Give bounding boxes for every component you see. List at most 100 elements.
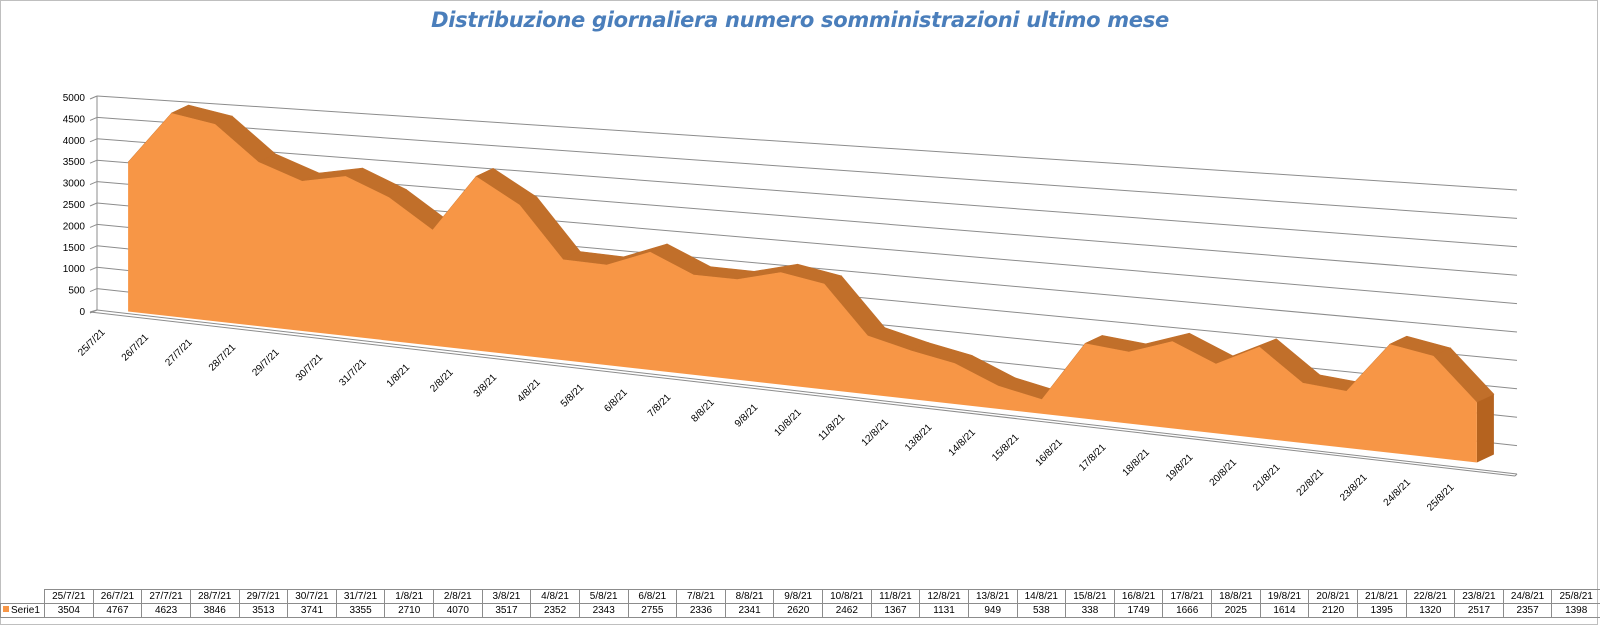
y-tick-label: 500 bbox=[68, 286, 85, 297]
data-point bbox=[693, 274, 695, 276]
data-table-date-cell: 29/7/21 bbox=[238, 589, 289, 604]
y-tick-label: 4500 bbox=[63, 114, 86, 125]
data-table-date-cell: 8/8/21 bbox=[724, 589, 775, 604]
data-table-value-cell: 1395 bbox=[1356, 603, 1407, 618]
data-table-value-cell: 1614 bbox=[1259, 603, 1310, 618]
y-tick-mark bbox=[89, 181, 98, 186]
data-table-date-cell: 4/8/21 bbox=[530, 589, 580, 604]
data-table-value-cell: 3846 bbox=[189, 603, 240, 618]
data-table-value-cell: 2357 bbox=[1502, 603, 1553, 618]
x-tick-label: 10/8/21 bbox=[772, 407, 804, 439]
data-table-value-cell: 1131 bbox=[919, 603, 969, 618]
x-tick-label: 28/7/21 bbox=[207, 342, 239, 374]
gridline bbox=[96, 95, 1518, 191]
y-tick-mark bbox=[89, 202, 98, 207]
data-table-value-cell: 3504 bbox=[44, 603, 94, 618]
chart-plot-area: 0 500 1000 1500 2000 2500 3000 3500 4000 4500 5000… bbox=[63, 93, 1518, 514]
y-tick-label: 0 bbox=[79, 307, 85, 318]
data-table: 25/7/21 26/7/21 27/7/21 28/7/21 29/7/21 30/7/… bbox=[0, 589, 1600, 618]
x-tick-label: 31/7/21 bbox=[337, 357, 369, 389]
x-tick-label: 17/8/21 bbox=[1077, 442, 1109, 474]
data-table-date-cell: 17/8/21 bbox=[1162, 589, 1212, 604]
gridline bbox=[96, 138, 1518, 248]
data-table-date-cell: 3/8/21 bbox=[481, 589, 532, 604]
data-table-value-cell: 1749 bbox=[1113, 603, 1164, 618]
data-table-value-cell: 2462 bbox=[822, 603, 872, 618]
data-table-value-cell: 3513 bbox=[238, 603, 289, 618]
data-table-date-cell: 11/8/21 bbox=[870, 589, 921, 604]
data-point bbox=[127, 161, 129, 163]
floor-edge-right bbox=[1514, 473, 1518, 477]
x-tick-label: 7/8/21 bbox=[646, 392, 674, 420]
data-point bbox=[954, 362, 956, 364]
data-point bbox=[1128, 351, 1130, 353]
data-table-value-cell: 949 bbox=[967, 603, 1018, 618]
data-table-value-cell: 2336 bbox=[676, 603, 726, 618]
data-point bbox=[780, 271, 782, 273]
data-table-date-cell: 23/8/21 bbox=[1454, 589, 1504, 604]
data-table-date-cell: 1/8/21 bbox=[384, 589, 434, 604]
data-point bbox=[1345, 390, 1347, 392]
data-table-date-cell: 9/8/21 bbox=[773, 589, 823, 604]
data-table-date-cell: 15/8/21 bbox=[1065, 589, 1115, 604]
data-table-date-cell: 20/8/21 bbox=[1308, 589, 1358, 604]
y-tick-mark bbox=[89, 116, 98, 121]
data-point bbox=[301, 180, 303, 182]
data-table-value-cell: 2352 bbox=[530, 603, 580, 618]
x-tick-label: 20/8/21 bbox=[1208, 457, 1240, 489]
y-tick-label: 2500 bbox=[63, 200, 86, 211]
x-tick-label: 3/8/21 bbox=[472, 372, 500, 400]
x-tick-label: 4/8/21 bbox=[515, 377, 543, 405]
data-table-value-cell: 538 bbox=[1016, 603, 1067, 618]
data-table-value-cell: 2343 bbox=[578, 603, 629, 618]
data-table-value-cell: 2710 bbox=[384, 603, 434, 618]
data-table-value-cell: 3741 bbox=[287, 603, 337, 618]
data-table-value-cell: 1398 bbox=[1551, 603, 1600, 618]
data-table-value-cell: 3355 bbox=[335, 603, 386, 618]
x-tick-label: 9/8/21 bbox=[733, 402, 761, 430]
data-table-date-cell: 6/8/21 bbox=[627, 589, 678, 604]
data-table-date-cell: 24/8/21 bbox=[1502, 589, 1553, 604]
chart-title: Distribuzione giornaliera numero sommini… bbox=[431, 8, 1169, 32]
data-point bbox=[475, 175, 477, 177]
y-tick-label: 3500 bbox=[63, 157, 86, 168]
x-tick-label: 16/8/21 bbox=[1034, 437, 1066, 469]
data-table-value-cell: 2025 bbox=[1211, 603, 1261, 618]
x-tick-label: 11/8/21 bbox=[816, 412, 847, 443]
x-tick-label: 21/8/21 bbox=[1251, 462, 1283, 494]
y-tick-label: 1500 bbox=[63, 243, 86, 254]
data-table-date-cell: 10/8/21 bbox=[822, 589, 872, 604]
data-table-value-cell: 2517 bbox=[1454, 603, 1504, 618]
y-tick-mark bbox=[89, 138, 98, 143]
data-point bbox=[606, 264, 608, 266]
data-table-date-cell: 25/7/21 bbox=[44, 589, 94, 604]
data-table-value-cell: 1320 bbox=[1405, 603, 1456, 618]
x-tick-label: 30/7/21 bbox=[294, 352, 326, 384]
area-side-face bbox=[1476, 394, 1494, 463]
data-table-value-cell: 2755 bbox=[627, 603, 678, 618]
x-tick-label: 15/8/21 bbox=[990, 432, 1022, 464]
y-tick-mark bbox=[89, 95, 98, 100]
x-tick-label: 18/8/21 bbox=[1121, 447, 1153, 479]
data-point bbox=[214, 123, 216, 125]
data-table-date-cell: 16/8/21 bbox=[1113, 589, 1164, 604]
x-tick-label: 25/8/21 bbox=[1425, 482, 1457, 514]
data-point bbox=[519, 204, 521, 206]
data-table-date-cell: 12/8/21 bbox=[919, 589, 969, 604]
data-table-value-cell: 1367 bbox=[870, 603, 921, 618]
legend-key bbox=[3, 605, 9, 612]
data-point bbox=[1432, 355, 1434, 357]
data-table-date-cell: 22/8/21 bbox=[1405, 589, 1456, 604]
y-tick-label: 4000 bbox=[63, 136, 86, 147]
x-tick-label: 29/7/21 bbox=[250, 347, 282, 379]
data-table-date-cell: 31/7/21 bbox=[335, 589, 386, 604]
y-tick-label: 1000 bbox=[63, 264, 86, 275]
x-tick-label: 6/8/21 bbox=[602, 387, 630, 415]
data-point bbox=[1302, 382, 1304, 384]
data-point bbox=[867, 335, 869, 337]
y-tick-label: 2000 bbox=[63, 221, 86, 232]
y-tick-mark bbox=[89, 245, 98, 250]
data-point bbox=[997, 385, 999, 387]
data-point bbox=[1215, 363, 1217, 365]
y-tick-label: 3000 bbox=[63, 179, 86, 190]
